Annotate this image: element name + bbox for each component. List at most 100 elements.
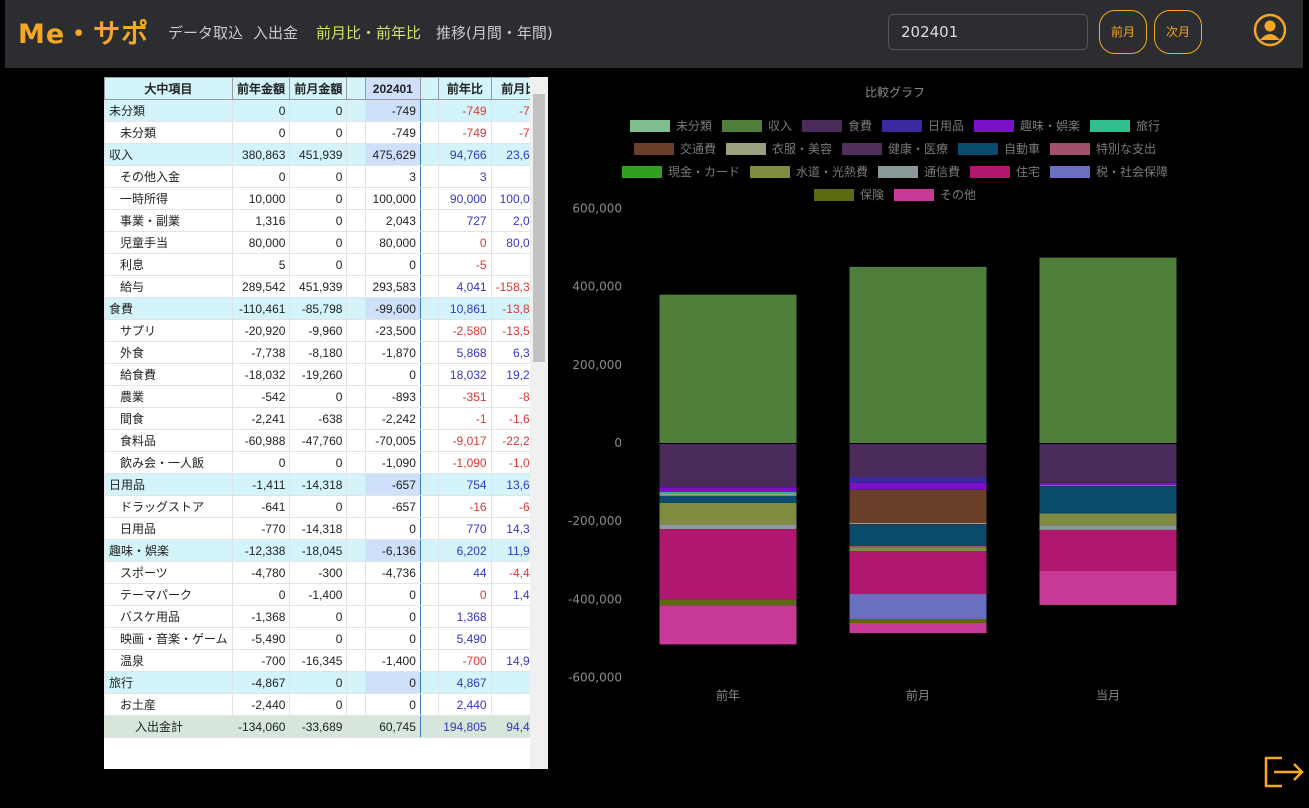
spacer-cell [419,143,440,166]
cell: -5 [438,253,492,276]
legend-item[interactable]: 交通費 [633,140,716,157]
spacer-cell [419,605,440,628]
logout-icon[interactable] [1262,754,1306,790]
legend-item[interactable]: 特別な支出 [1050,140,1156,157]
legend-swatch [749,165,790,178]
legend-item[interactable]: 健康・医療 [841,140,948,157]
cell: -16,345 [289,649,348,672]
cell: -300 [289,561,348,584]
row-label: 飲み会・一人飯 [104,451,233,474]
table-row: 飲み会・一人飯 0 0 -1,090 -1,090 -1,090 [104,451,548,474]
bar-segment [1039,513,1177,526]
legend-label: 自動車 [1004,142,1041,156]
cell: 4,041 [438,275,492,298]
cell: -1,400 [289,583,348,606]
cell: 0 [289,451,348,474]
legend-label: 未分類 [675,119,712,133]
row-label: 給食費 [104,363,233,386]
bar-segment [849,545,987,548]
cell: -641 [231,495,291,518]
legend-item[interactable]: 住宅 [970,163,1040,180]
cell: -20,920 [231,319,291,342]
scrollbar-thumb[interactable] [533,94,545,362]
legend-item[interactable]: 保険 [813,186,884,203]
legend-item[interactable]: 水道・光熱費 [749,163,868,180]
cell: -5,490 [231,627,291,650]
row-label: バスケ用品 [104,605,233,628]
bar-segment [1039,529,1177,571]
row-label: その他入金 [104,165,233,188]
nav-link[interactable]: データ取込 [168,24,244,42]
row-label: 食費 [104,297,233,320]
cell: 0 [364,583,421,606]
spacer-cell [346,77,366,100]
spacer-cell [346,561,366,584]
spacer-cell [419,319,440,342]
cell: -18,045 [289,539,348,562]
cell: 0 [289,627,348,650]
cell: 44 [438,561,492,584]
table-row: スポーツ -4,780 -300 -4,736 44 -4,436 [104,561,548,584]
table-row: 日用品 -770 -14,318 0 770 14,318 [104,517,548,540]
spacer-cell [346,187,366,210]
column-header: 前月金額 [289,77,348,100]
bar-segment [849,477,987,483]
column-header: 202401 [364,77,421,100]
cell: 0 [289,693,348,716]
legend-item[interactable]: 税・社会保障 [1050,163,1168,180]
nav-link[interactable]: 入出金 [253,24,299,42]
next-button[interactable]: 次月 [1154,10,1202,54]
nav-link[interactable]: 前月比・前年比 [316,24,422,42]
cell: 0 [289,187,348,210]
prev-button[interactable]: 前月 [1099,10,1147,54]
cell: -60,988 [231,429,291,452]
cell: 0 [289,121,348,144]
row-label: 映画・音楽・ゲーム [104,627,233,650]
user-icon[interactable] [1253,13,1287,47]
row-label: 日用品 [104,473,233,496]
bar-segment [659,294,797,444]
legend-item[interactable]: 衣服・美容 [725,140,832,157]
legend-label: 日用品 [928,119,965,133]
table-row: 事業・副業 1,316 0 2,043 727 2,043 [104,209,548,232]
cell: -70,005 [364,429,421,452]
cell: -2,440 [231,693,291,716]
bar-segment [659,493,797,496]
row-label: 趣味・娯楽 [104,539,233,562]
legend-swatch [974,119,1015,132]
cell: -1,368 [231,605,291,628]
legend-item[interactable]: 収入 [721,117,792,134]
nav-link[interactable]: 推移(月間・年間) [436,24,553,42]
cell: -9,017 [438,429,492,452]
bar-segment [849,622,987,634]
cell: -99,600 [364,297,421,320]
legend-item[interactable]: 食費 [801,117,872,134]
cell: 0 [289,231,348,254]
legend-swatch [958,142,998,155]
spacer-cell [419,583,440,606]
legend-item[interactable]: 旅行 [1090,117,1160,134]
month-input[interactable]: 202401 [888,14,1088,50]
spacer-cell [346,297,366,320]
cell: 0 [289,209,348,232]
legend-label: 健康・医療 [887,142,948,156]
legend-item[interactable]: 自動車 [958,140,1040,157]
spacer-cell [346,407,366,430]
chart-title: 比較グラフ [865,85,925,100]
legend-item[interactable]: その他 [894,186,976,203]
cell: 3 [364,165,421,188]
legend-item[interactable]: 日用品 [882,117,964,134]
legend-item[interactable]: 現金・カード [621,163,740,180]
spacer-cell [419,297,440,320]
legend-item[interactable]: 趣味・娯楽 [974,117,1080,134]
table-row: 食料品 -60,988 -47,760 -70,005 -9,017 -22,245 [104,429,548,452]
table-row: 日用品 -1,411 -14,318 -657 754 13,661 [104,473,548,496]
legend-item[interactable]: 未分類 [629,117,712,134]
cell: -657 [364,495,421,518]
legend-item[interactable]: 通信費 [877,163,960,180]
legend-swatch [877,165,918,178]
logo[interactable]: Me・サポ [18,19,150,50]
row-label: お土産 [104,693,233,716]
cell: -638 [289,407,348,430]
